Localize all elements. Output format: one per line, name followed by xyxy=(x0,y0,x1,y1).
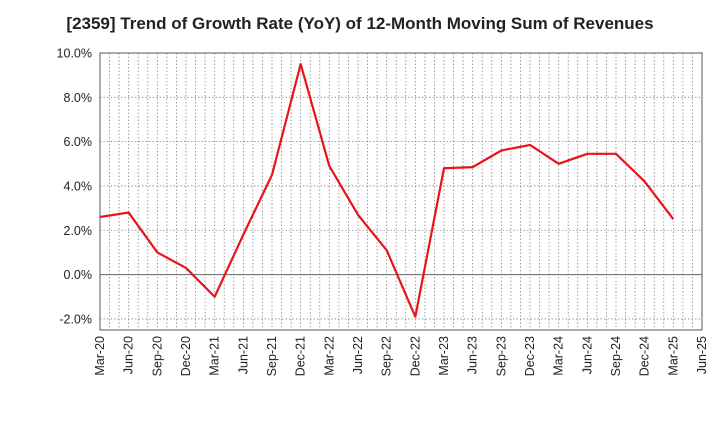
x-tick-label: Dec-24 xyxy=(638,336,652,376)
x-tick-label: Mar-21 xyxy=(208,336,222,376)
x-tick-label: Sep-20 xyxy=(150,336,164,376)
plot-border xyxy=(99,52,703,331)
y-tick-label: 0.0% xyxy=(64,268,93,282)
x-tick-label: Dec-21 xyxy=(294,336,308,376)
y-tick-label: 6.0% xyxy=(64,135,93,149)
x-tick-label: Dec-23 xyxy=(523,336,537,376)
plot-area xyxy=(100,53,702,330)
y-tick-label: 4.0% xyxy=(64,179,93,193)
x-tick-label: Mar-25 xyxy=(666,336,680,376)
y-tick-label: 8.0% xyxy=(64,91,93,105)
x-tick-label: Jun-21 xyxy=(236,336,250,374)
x-tick-label: Jun-22 xyxy=(351,336,365,374)
x-tick-label: Mar-20 xyxy=(93,336,107,376)
x-tick-label: Mar-23 xyxy=(437,336,451,376)
x-tick-label: Mar-24 xyxy=(552,336,566,376)
chart-title: [2359] Trend of Growth Rate (YoY) of 12-… xyxy=(66,14,654,33)
x-tick-label: Sep-24 xyxy=(609,336,623,376)
x-tick-label: Dec-22 xyxy=(408,336,422,376)
x-tick-label: Jun-20 xyxy=(122,336,136,374)
x-tick-label: Sep-22 xyxy=(380,336,394,376)
x-tick-label: Jun-24 xyxy=(580,336,594,374)
x-tick-label: Jun-23 xyxy=(466,336,480,374)
x-tick-label: Sep-23 xyxy=(494,336,508,376)
x-tick-label: Sep-21 xyxy=(265,336,279,376)
x-tick-label: Dec-20 xyxy=(179,336,193,376)
x-tick-label: Mar-22 xyxy=(322,336,336,376)
y-tick-label: -2.0% xyxy=(59,312,92,326)
y-tick-label: 10.0% xyxy=(57,47,92,61)
y-tick-label: 2.0% xyxy=(64,224,93,238)
x-tick-label: Jun-25 xyxy=(695,336,709,374)
